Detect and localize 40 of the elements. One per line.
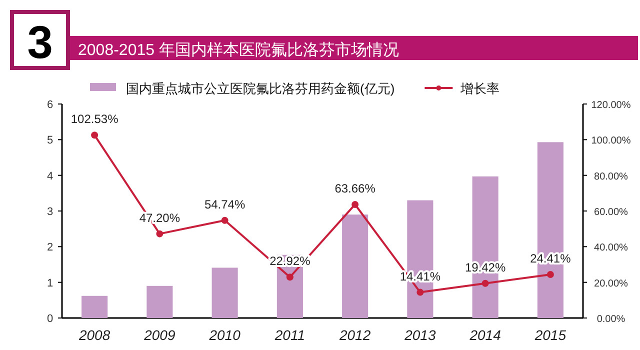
y-tick-label: 4: [46, 170, 54, 182]
point: [482, 280, 489, 287]
legend-label: 增长率: [460, 81, 500, 96]
point: [156, 230, 164, 238]
y2-tick-label: 40.00%: [594, 242, 628, 254]
y-tick-label: 0: [46, 313, 54, 325]
data-label: 54.74%: [204, 197, 246, 212]
x-tick-label: 2015: [534, 327, 566, 343]
point: [546, 270, 554, 278]
legend-label: 国内重点城市公立医院氟比洛芬用药金额(亿元): [126, 81, 395, 96]
x-tick-label: 2011: [274, 327, 305, 343]
y2-tick-label: 100.00%: [591, 136, 631, 147]
data-label: 102.53%: [70, 112, 119, 126]
y2-tick-label: 20.00%: [594, 278, 628, 290]
x-tick-label: 2010: [208, 327, 241, 343]
x-tick-label: 2013: [404, 327, 436, 343]
data-label: 63.66%: [334, 181, 376, 196]
point: [286, 274, 294, 281]
y-tick-label: 6: [46, 99, 54, 111]
bar: [82, 296, 108, 318]
point: [91, 132, 98, 139]
y2-tick-label: 80.00%: [594, 171, 628, 182]
y-tick-label: 3: [46, 206, 54, 218]
chart-title: 2008-2015 年国内样本医院氟比洛芬市场情况: [78, 41, 399, 59]
bar: [212, 268, 238, 318]
x-tick-label: 2009: [143, 327, 176, 343]
bar: [342, 214, 368, 318]
point: [416, 288, 424, 296]
y-tick-label: 2: [46, 242, 54, 254]
x-tick-label: 2008: [78, 327, 110, 343]
y2-tick-label: 60.00%: [594, 207, 628, 218]
y2-tick-label: 0.00%: [596, 314, 626, 325]
y-tick-label: 1: [46, 277, 54, 290]
y-tick-label: 5: [46, 134, 54, 147]
x-tick-label: 2012: [338, 327, 371, 343]
y2-tick-label: 120.00%: [591, 100, 631, 111]
bar: [146, 286, 173, 318]
x-tick-label: 2014: [468, 327, 502, 343]
point: [221, 216, 228, 224]
point: [352, 200, 359, 208]
